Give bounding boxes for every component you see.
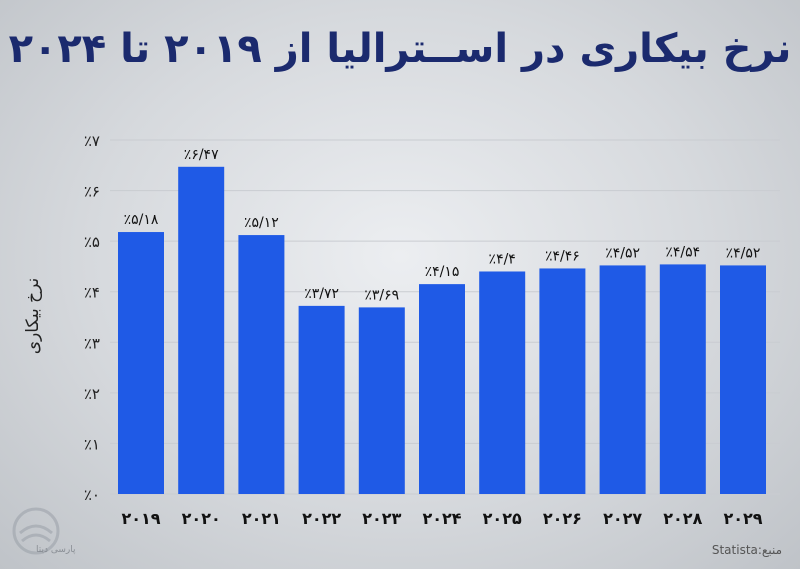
data-label: ٪۴/۵۲ [726, 245, 761, 261]
bar [238, 235, 285, 494]
x-tick-label: ۲۰۲۲ [302, 509, 341, 528]
y-tick-labels: ٪۰ ٪۱ ٪۲ ٪۳ ٪۴ ٪۵ ٪۶ ٪۷ [84, 132, 100, 504]
bar [599, 265, 646, 494]
y-axis-label: نرخ بیکاری [23, 278, 43, 354]
y-tick-label: ٪۰ [84, 486, 100, 504]
data-label: ٪۴/۱۵ [425, 264, 460, 280]
y-tick-label: ٪۲ [84, 385, 100, 403]
bars [118, 166, 766, 495]
chart-title: نرخ بیکاری در اســترالیا از ۲۰۱۹ تا ۲۰۲۴ [8, 26, 792, 72]
data-label: ٪۵/۱۸ [124, 212, 159, 228]
x-tick-label: ۲۰۱۹ [121, 509, 160, 528]
data-label: ٪۴/۵۲ [605, 245, 640, 261]
y-tick-label: ٪۷ [84, 132, 100, 150]
data-label: ٪۴/۴۶ [545, 248, 580, 264]
data-label: ٪۳/۷۲ [304, 286, 339, 302]
bar [659, 264, 706, 494]
data-label: ٪۴/۴ [489, 251, 516, 267]
bar [358, 307, 405, 494]
data-label: ٪۶/۴۷ [184, 147, 219, 163]
bar [178, 166, 225, 494]
x-tick-label: ۲۰۲۸ [663, 509, 702, 528]
x-tick-label: ۲۰۲۱ [242, 509, 281, 528]
x-tick-label: ۲۰۲۵ [483, 509, 522, 528]
y-tick-label: ٪۶ [84, 183, 100, 201]
x-tick-label: ۲۰۲۴ [422, 509, 461, 528]
bar [720, 265, 766, 494]
y-tick-label: ٪۴ [84, 284, 100, 302]
x-tick-labels: ۲۰۱۹ ۲۰۲۰ ۲۰۲۱ ۲۰۲۲ ۲۰۲۳ ۲۰۲۴ ۲۰۲۵ ۲۰۲۶ ۲۰۲۷ ۲۰۲۸… [121, 509, 762, 528]
x-tick-label: ۲۰۲۶ [543, 509, 582, 528]
bar [479, 271, 526, 494]
y-tick-label: ٪۵ [84, 233, 100, 251]
y-tick-label: ٪۱ [84, 435, 100, 453]
x-tick-label: ۲۰۲۹ [723, 509, 762, 528]
watermark-logo [12, 507, 60, 555]
data-labels: ٪۵/۱۸ ٪۶/۴۷ ٪۵/۱۲ ٪۳/۷۲ ٪۳/۶۹ ٪۴/۱۵ ٪۴/۴ ٪۴/۴۶ ٪… [124, 147, 761, 304]
x-tick-label: ۲۰۲۳ [362, 509, 401, 528]
watermark-text: پارسی دیتا [36, 545, 76, 555]
bar [118, 232, 164, 495]
y-tick-label: ٪۳ [84, 334, 100, 352]
bar [298, 305, 345, 494]
source-note: منبع:Statista [711, 543, 782, 557]
bar [539, 268, 586, 494]
data-label: ٪۵/۱۲ [244, 215, 279, 231]
x-tick-label: ۲۰۲۰ [182, 509, 221, 528]
data-label: ٪۴/۵۴ [665, 244, 700, 260]
x-tick-label: ۲۰۲۷ [603, 509, 642, 528]
data-label: ٪۳/۶۹ [364, 287, 399, 303]
bar [419, 284, 465, 494]
